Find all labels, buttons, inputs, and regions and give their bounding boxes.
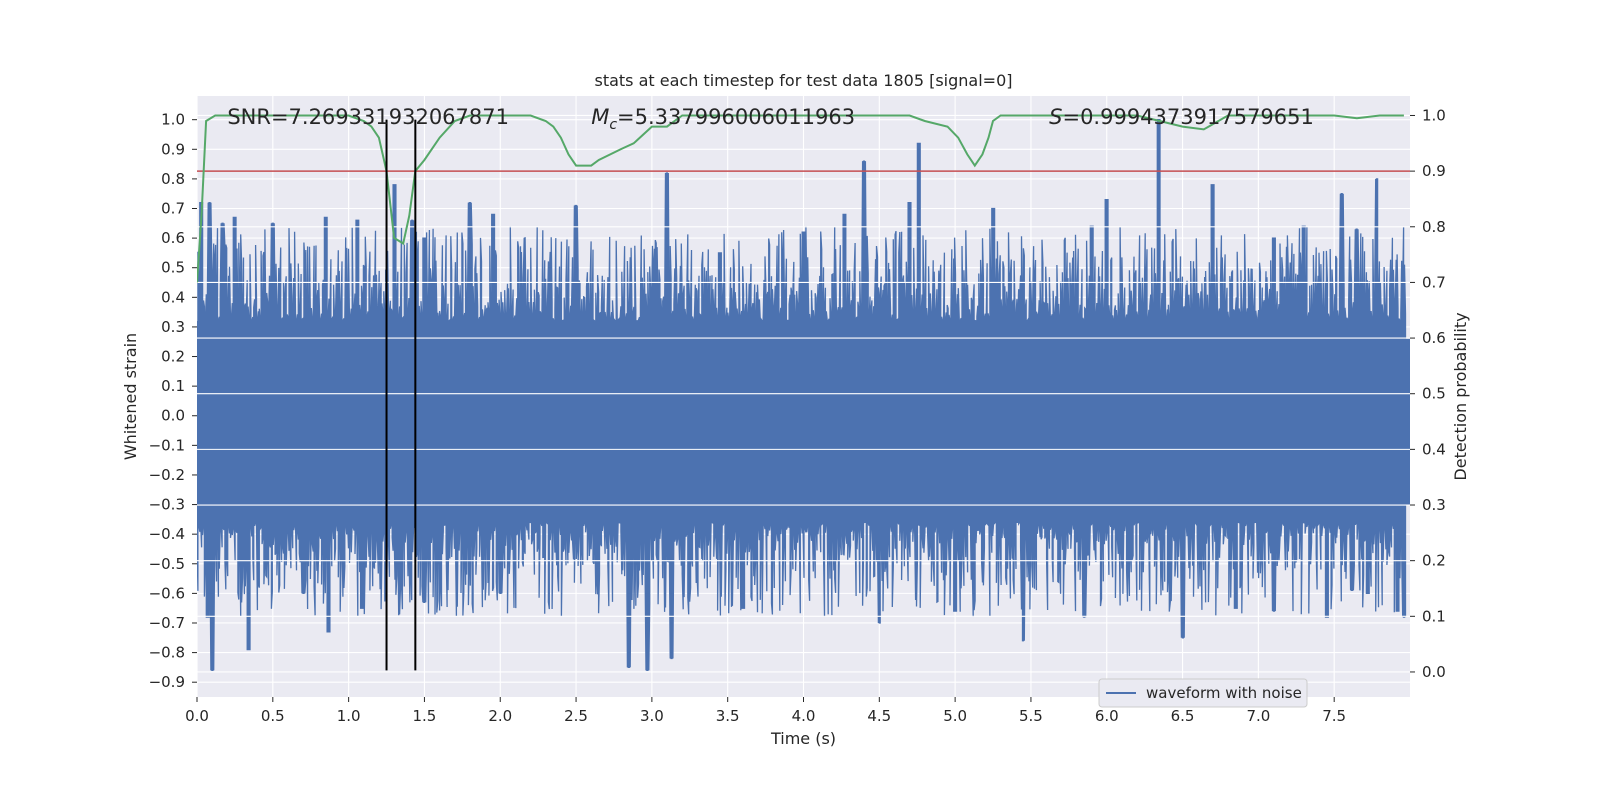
axis-layer: 0.0 0.5 1.0 1.5 2.0 2.5 3.0 3.5 4.0 4.5 5.0 5.5 6.0 6… [149,106,1446,725]
y2-axis-label: Detection probability [1451,312,1470,480]
y-tick-label: −0.4 [149,525,185,543]
y2-tick-label: 0.7 [1422,273,1446,291]
chirp-mass-symbol: M [591,105,609,129]
x-tick-label: 5.5 [1019,707,1043,725]
y-tick-label: 0.9 [161,140,185,158]
y-tick-label: 0.6 [161,229,185,247]
legend-box [1098,678,1308,708]
x-tick-label: 2.0 [488,707,512,725]
x-tick-label: 0.5 [261,707,285,725]
y2-tick-label: 0.9 [1422,162,1446,180]
y2-tick-label: 1.0 [1422,106,1446,124]
detection-probability-line [197,114,1404,283]
y-tick-label: 0.3 [161,318,185,336]
y-tick-label: −0.8 [149,644,185,662]
chirp-mass-annotation: Mc=5.337996006011963 [591,105,855,133]
chirp-mass-value: =5.337996006011963 [617,105,855,129]
y-tick-label: 0.0 [161,407,185,425]
y-tick-label: 0.1 [161,377,185,395]
y2-tick-label: 0.3 [1422,496,1446,514]
y-tick-label: −0.7 [149,614,185,632]
x-tick-label: 0.0 [185,707,209,725]
score-symbol: S [1049,105,1062,129]
y-tick-label: 1.0 [161,111,185,129]
y-tick-label: 0.2 [161,348,185,366]
y-tick-label: −0.1 [149,436,185,454]
y-tick-label: −0.9 [149,673,185,691]
legend: waveform with noise [1098,678,1308,708]
y2-tick-label: 0.1 [1422,607,1446,625]
x-tick-label: 6.0 [1095,707,1119,725]
score-annotation: S=0.9994373917579651 [1049,105,1314,129]
y2-tick-label: 0.8 [1422,218,1446,236]
x-tick-label: 7.0 [1246,707,1270,725]
x-tick-label: 5.0 [943,707,967,725]
chirp-mass-subscript: c [609,117,617,133]
legend-label-waveform: waveform with noise [1146,684,1302,702]
score-value: =0.9994373917579651 [1062,105,1313,129]
x-tick-label: 4.0 [792,707,816,725]
x-tick-label: 7.5 [1322,707,1346,725]
x-tick-label: 4.5 [867,707,891,725]
y2-tick-label: 0.2 [1422,552,1446,570]
y-tick-label: 0.5 [161,259,185,277]
y-axis-label: Whitened strain [121,333,140,460]
x-axis-label: Time (s) [770,729,836,748]
x-tick-label: 1.0 [337,707,361,725]
data-layer [197,114,1410,673]
snr-annotation: SNR=7.269331932067871 [227,105,509,129]
y-tick-label: −0.6 [149,584,185,602]
y2-tick-label: 0.0 [1422,663,1446,681]
label-layer: stats at each timestep for test data 180… [121,71,1470,748]
y-tick-label: −0.3 [149,496,185,514]
y-tick-label: −0.2 [149,466,185,484]
x-tick-label: 1.5 [413,707,437,725]
y2-tick-label: 0.5 [1422,385,1446,403]
x-tick-label: 6.5 [1171,707,1195,725]
y2-tick-label: 0.6 [1422,329,1446,347]
y-tick-label: −0.5 [149,555,185,573]
x-tick-label: 3.5 [716,707,740,725]
y-tick-label: 0.8 [161,170,185,188]
x-tick-label: 2.5 [564,707,588,725]
x-tick-label: 3.0 [640,707,664,725]
chart-title: stats at each timestep for test data 180… [594,71,1012,90]
y-tick-label: 0.4 [161,288,185,306]
waveform-core-band [197,338,1410,505]
y2-tick-label: 0.4 [1422,440,1446,458]
y-tick-label: 0.7 [161,200,185,218]
